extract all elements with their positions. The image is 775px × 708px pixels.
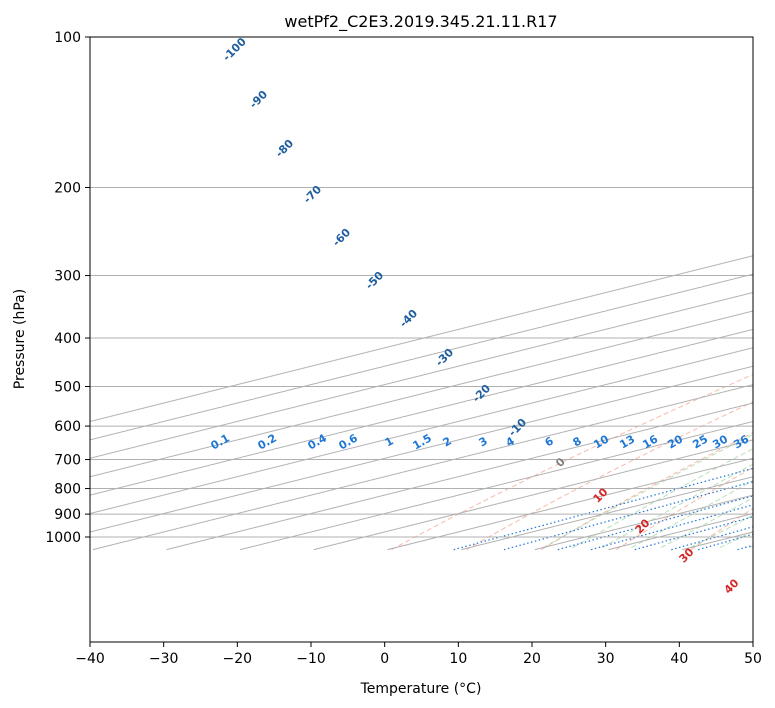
axes: −40 −30 −20 −10 0 10 20 30 40 50 100 200 300 400 500 60…: [45, 30, 762, 667]
x-tick-label: 10: [449, 651, 467, 667]
chart-title: wetPf2_C2E3.2019.345.21.11.R17: [284, 12, 557, 32]
y-tick-label: 300: [54, 269, 81, 285]
y-tick-label: 1000: [45, 530, 81, 546]
x-tick-label: −30: [149, 651, 179, 667]
mixing-ratio-line: [453, 467, 753, 551]
dry-adiabat: [766, 26, 775, 550]
x-axis-label: Temperature (°C): [360, 681, 482, 697]
y-tick-label: 700: [54, 453, 81, 469]
isotherm-line: [90, 365, 753, 533]
isotherm-line: [240, 420, 753, 551]
x-tick-label: 40: [670, 651, 688, 667]
x-tick-label: 0: [380, 651, 389, 667]
y-tick-label: 100: [54, 30, 81, 46]
isotherm-line: [90, 310, 753, 478]
plot-frame: [89, 36, 754, 643]
plot-background: [90, 37, 753, 642]
isotherm-line: [90, 328, 753, 496]
y-tick-label: 400: [54, 331, 81, 347]
mixing-ratio-line: [766, 387, 775, 550]
y-axis-label: Pressure (hPa): [12, 289, 28, 389]
moist-adiabat: [572, 448, 753, 549]
isotherm-line: [756, 26, 775, 550]
isotherm-line: [90, 273, 753, 441]
y-tick-label: 600: [54, 419, 81, 435]
y-tick-label: 500: [54, 379, 81, 395]
y-tick-label: 900: [54, 507, 81, 523]
x-tick-label: 30: [597, 651, 615, 667]
isotherm-line: [90, 347, 753, 515]
isotherm-line: [166, 402, 753, 551]
isotherm-line: [387, 457, 753, 551]
moist-adiabat: [631, 479, 753, 549]
moist-adiabat: [542, 433, 753, 549]
isotherm-line: [90, 255, 753, 422]
isotherm-line: [313, 439, 753, 551]
x-tick-label: −20: [223, 651, 253, 667]
x-tick-label: −10: [296, 651, 326, 667]
x-tick-label: −40: [75, 651, 105, 667]
grid-lines: [90, 26, 775, 551]
y-tick-label: 200: [54, 181, 81, 197]
x-tick-label: 50: [744, 651, 762, 667]
isotherm-line: [92, 384, 753, 551]
x-tick-label: 20: [523, 651, 541, 667]
mixing-ratio-line: [503, 481, 753, 551]
moist-adiabat: [601, 463, 753, 549]
y-tick-label: 800: [54, 482, 81, 498]
